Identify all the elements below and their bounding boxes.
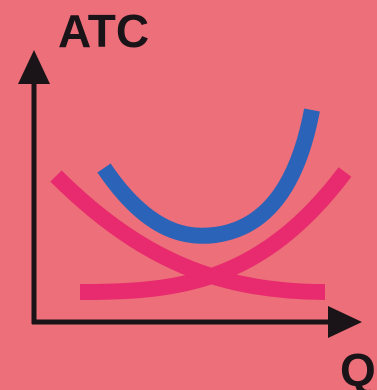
x-axis-arrow-icon	[328, 306, 362, 338]
blue-u-curve	[97, 108, 320, 244]
y-axis-label: ATC	[58, 5, 149, 57]
y-axis-arrow-icon	[18, 50, 50, 84]
x-axis-label: Q	[340, 344, 376, 390]
pink-falling-curve	[50, 170, 326, 300]
